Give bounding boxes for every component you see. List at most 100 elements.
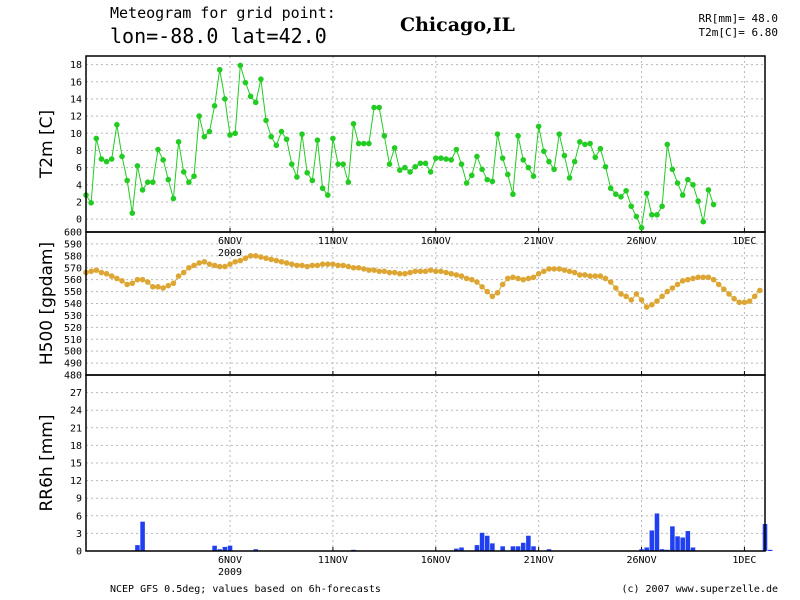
t2m-point <box>489 178 496 185</box>
h500-point <box>294 262 300 269</box>
h500-point <box>330 261 336 267</box>
h500-point <box>144 279 151 285</box>
t2m-point <box>304 169 310 176</box>
h500-ytick-label: 540 <box>64 299 82 310</box>
h500-point <box>366 267 372 273</box>
t2m-point <box>659 203 665 210</box>
h500-point <box>381 268 388 275</box>
h500-point <box>721 286 727 293</box>
h500-point <box>237 257 244 264</box>
rr6h-bar <box>649 530 655 551</box>
t2m-point <box>309 177 316 184</box>
h500-point <box>124 281 130 288</box>
h500-point <box>535 270 542 277</box>
t2m-point <box>88 200 94 206</box>
h500-ytick-label: 520 <box>64 323 82 334</box>
rr6h-bar <box>500 546 505 551</box>
h500-point <box>494 289 501 296</box>
t2m-point <box>474 153 480 160</box>
t2m-point <box>283 136 290 143</box>
h500-point <box>278 258 285 265</box>
lower-date-label: 6NOV <box>218 555 242 566</box>
t2m-point <box>366 140 372 147</box>
t2m-point <box>484 176 491 183</box>
h500-point <box>674 281 681 288</box>
rr6h-bar <box>531 546 536 551</box>
t2m-point <box>700 218 707 225</box>
h500-ytick-label: 570 <box>64 263 82 274</box>
t2m-point <box>438 155 444 161</box>
footer-copyright: (c) 2007 www.superzelle.de <box>621 584 778 595</box>
upper-date-label: 16NOV <box>421 236 451 247</box>
lower-date-label: 1DEC <box>732 555 756 566</box>
rr6h-bar <box>510 546 516 551</box>
h500-point <box>139 276 146 283</box>
h500-point <box>211 262 218 269</box>
t2m-point <box>232 130 238 137</box>
rr6h-bar <box>222 546 228 551</box>
t2m-point <box>520 157 527 163</box>
h500-point <box>412 268 419 275</box>
h500-point <box>360 266 367 272</box>
h500-point <box>741 299 748 306</box>
t2m-point <box>633 213 640 220</box>
rr6h-panel-frame <box>85 374 766 552</box>
t2m-ytick-label: 12 <box>70 112 82 123</box>
h500-point <box>453 272 460 278</box>
h500-point <box>186 264 192 271</box>
h500-point <box>474 279 480 285</box>
t2m-point <box>479 166 485 173</box>
t2m-point <box>597 145 604 152</box>
t2m-point <box>448 157 455 163</box>
t2m-point <box>412 163 419 170</box>
t2m-point <box>119 153 125 160</box>
rr6h-bar <box>454 548 459 551</box>
h500-point <box>170 280 177 287</box>
h500-point <box>530 274 537 281</box>
t2m-point <box>186 179 192 186</box>
h500-point <box>602 275 609 282</box>
h500-point <box>577 272 583 278</box>
t2m-point <box>144 179 151 186</box>
rr6h-bar <box>546 549 552 551</box>
h500-point <box>232 258 238 265</box>
stat-total-precip: RR[mm]= 48.0 <box>698 12 778 25</box>
t2m-point <box>175 139 182 145</box>
h500-point <box>196 260 202 266</box>
rr6h-axis-label: RR6h [mm] <box>37 414 57 511</box>
h500-point <box>690 275 696 282</box>
t2m-point <box>505 171 511 178</box>
t2m-point <box>427 169 434 175</box>
t2m-ytick-label: 4 <box>76 180 82 191</box>
t2m-point <box>242 79 249 86</box>
h500-point <box>206 261 213 267</box>
rr6h-bar <box>135 545 140 551</box>
t2m-point <box>510 191 516 198</box>
h500-point <box>114 275 120 282</box>
t2m-point <box>237 62 244 69</box>
t2m-point <box>690 181 696 188</box>
t2m-point <box>396 167 403 173</box>
h500-point <box>556 266 563 272</box>
h500-point <box>191 262 197 269</box>
rr6h-bar <box>459 547 464 551</box>
t2m-point <box>530 173 537 179</box>
t2m-point <box>453 146 460 153</box>
t2m-point <box>191 173 197 179</box>
h500-point <box>335 262 341 269</box>
h500-point <box>736 299 743 306</box>
t2m-point <box>643 190 650 197</box>
upper-year-label: 2009 <box>218 248 242 259</box>
rr6h-bar <box>474 545 480 551</box>
t2m-ytick-label: 2 <box>76 197 82 208</box>
t2m-point <box>685 176 691 183</box>
h500-point <box>587 273 593 279</box>
upper-date-label: 21NOV <box>524 236 554 247</box>
t2m-point <box>407 169 413 175</box>
t2m-point <box>211 102 218 109</box>
t2m-point <box>710 201 717 208</box>
rr6h-bar <box>217 549 223 551</box>
h500-ytick-label: 480 <box>64 371 82 382</box>
h500-ytick-label: 580 <box>64 251 82 262</box>
